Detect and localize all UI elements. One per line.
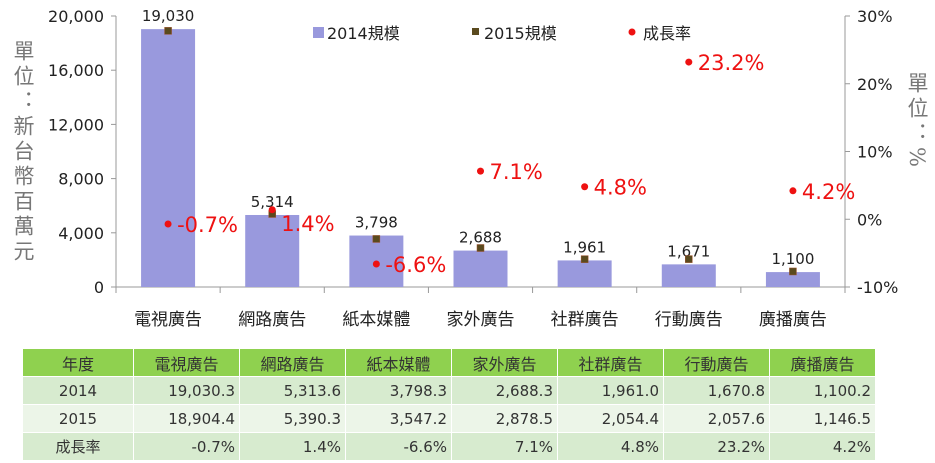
- x-tick-label: 行動廣告: [655, 310, 723, 330]
- bar-2014: [557, 260, 612, 287]
- table-cell: -0.7%: [133, 432, 240, 461]
- bar-2014: [765, 272, 820, 287]
- table-cell: -6.6%: [345, 432, 452, 461]
- table-cell: 2,057.6: [663, 404, 770, 433]
- table-header-cell: 家外廣告: [451, 348, 558, 377]
- y-tick-label: 20,000: [48, 7, 104, 26]
- table-header-row: 年度 電視廣告 網路廣告 紙本媒體 家外廣告 社群廣告 行動廣告 廣播廣告: [22, 348, 876, 377]
- marker-2015: [476, 244, 485, 252]
- y2-axis-label: 單位：%: [905, 72, 929, 171]
- table-row: 成長率 -0.7% 1.4% -6.6% 7.1% 4.8% 23.2% 4.2…: [22, 432, 876, 461]
- growth-dot: [164, 220, 172, 228]
- table-row: 2014 19,030.3 5,313.6 3,798.3 2,688.3 1,…: [22, 376, 876, 405]
- marker-2015: [789, 267, 797, 276]
- table-cell: 4.2%: [769, 432, 876, 461]
- table-cell: 3,798.3: [345, 376, 452, 405]
- table-cell: 1.4%: [239, 432, 346, 461]
- y-tick-label: 4,000: [58, 224, 104, 243]
- legend-label-2014: 2014規模: [327, 24, 400, 43]
- table-header-cell: 網路廣告: [239, 348, 346, 377]
- growth-dot: [372, 260, 380, 268]
- table-row: 2015 18,904.4 5,390.3 3,547.2 2,878.5 2,…: [22, 404, 876, 433]
- growth-dot: [789, 187, 797, 195]
- y-tick-label: 0: [94, 278, 104, 297]
- marker-2015: [685, 255, 693, 263]
- y2-tick-label: -10%: [857, 278, 898, 297]
- table-cell: 成長率: [22, 432, 134, 461]
- y-tick-label: 16,000: [48, 61, 104, 80]
- bar-value-label: 3,798: [355, 214, 398, 232]
- data-table: 年度 電視廣告 網路廣告 紙本媒體 家外廣告 社群廣告 行動廣告 廣播廣告 20…: [22, 348, 876, 461]
- bar-2014: [661, 264, 716, 287]
- table-cell: 23.2%: [663, 432, 770, 461]
- y-axis-label: 單位：新台幣百萬元: [11, 40, 35, 265]
- x-tick-label: 紙本媒體: [342, 310, 410, 330]
- x-tick-label: 家外廣告: [447, 310, 515, 330]
- growth-dot: [477, 167, 484, 175]
- table-cell: 1,961.0: [557, 376, 664, 405]
- table-cell: 19,030.3: [133, 376, 240, 405]
- table-cell: 2,688.3: [451, 376, 558, 405]
- legend-swatch-2015: [472, 28, 479, 35]
- x-tick-label: 網路廣告: [238, 310, 306, 330]
- table-cell: 1,146.5: [769, 404, 876, 433]
- table-cell: 18,904.4: [133, 404, 240, 433]
- growth-label: 7.1%: [490, 160, 543, 184]
- growth-label: -6.6%: [385, 253, 446, 277]
- bar-2014: [141, 29, 196, 288]
- table-cell: 1,670.8: [663, 376, 770, 405]
- growth-label: 1.4%: [281, 212, 334, 236]
- legend-label-growth: 成長率: [643, 24, 691, 43]
- x-tick-label: 廣播廣告: [759, 310, 827, 330]
- y2-tick-label: 0%: [857, 210, 882, 229]
- y2-tick-label: 30%: [857, 7, 893, 26]
- marker-2015: [164, 27, 172, 35]
- table-cell: 2014: [22, 376, 134, 405]
- table-cell: 2,878.5: [451, 404, 558, 433]
- table-cell: 7.1%: [451, 432, 558, 461]
- bar-2014: [245, 214, 300, 287]
- table-header-cell: 行動廣告: [663, 348, 770, 377]
- x-tick-label: 電視廣告: [134, 310, 202, 330]
- table-header-cell: 年度: [22, 348, 134, 377]
- table-header-cell: 廣播廣告: [769, 348, 876, 377]
- growth-label: -0.7%: [177, 213, 238, 237]
- legend-swatch-2014: [313, 27, 324, 38]
- growth-label: 4.8%: [594, 176, 647, 200]
- growth-label: 23.2%: [698, 51, 765, 75]
- growth-dot: [268, 206, 276, 214]
- growth-dot: [685, 58, 693, 66]
- table-cell: 5,390.3: [239, 404, 346, 433]
- table-cell: 4.8%: [557, 432, 664, 461]
- bar-value-label: 5,314: [251, 193, 294, 211]
- bar-value-label: 1,100: [771, 250, 814, 268]
- chart: 0 4,000 8,000 12,000 16,000 20,000 -10% 0% 10% 20…: [48, 7, 898, 330]
- table-header-cell: 社群廣告: [557, 348, 664, 377]
- growth-dot: [581, 183, 589, 191]
- y2-tick-label: 10%: [857, 143, 893, 162]
- y-tick-label: 12,000: [48, 115, 104, 134]
- marker-2015: [580, 255, 589, 263]
- bar-value-label: 1,671: [667, 242, 710, 260]
- bar-value-label: 2,688: [459, 229, 502, 247]
- table-cell: 1,100.2: [769, 376, 876, 405]
- y-tick-label: 8,000: [58, 170, 104, 189]
- legend-label-2015: 2015規模: [484, 24, 557, 43]
- bar-2014: [453, 250, 508, 287]
- table-cell: 5,313.6: [239, 376, 346, 405]
- table-cell: 2015: [22, 404, 134, 433]
- y2-tick-label: 20%: [857, 75, 893, 94]
- table-header-cell: 紙本媒體: [345, 348, 452, 377]
- bar-value-label: 19,030: [142, 7, 195, 25]
- table-header-cell: 電視廣告: [133, 348, 240, 377]
- table-cell: 2,054.4: [557, 404, 664, 433]
- marker-2015: [372, 235, 381, 243]
- table-cell: 3,547.2: [345, 404, 452, 433]
- bar-value-label: 1,961: [563, 238, 606, 256]
- growth-label: 4.2%: [802, 180, 855, 204]
- legend-swatch-growth: [628, 28, 636, 36]
- x-tick-label: 社群廣告: [551, 310, 619, 330]
